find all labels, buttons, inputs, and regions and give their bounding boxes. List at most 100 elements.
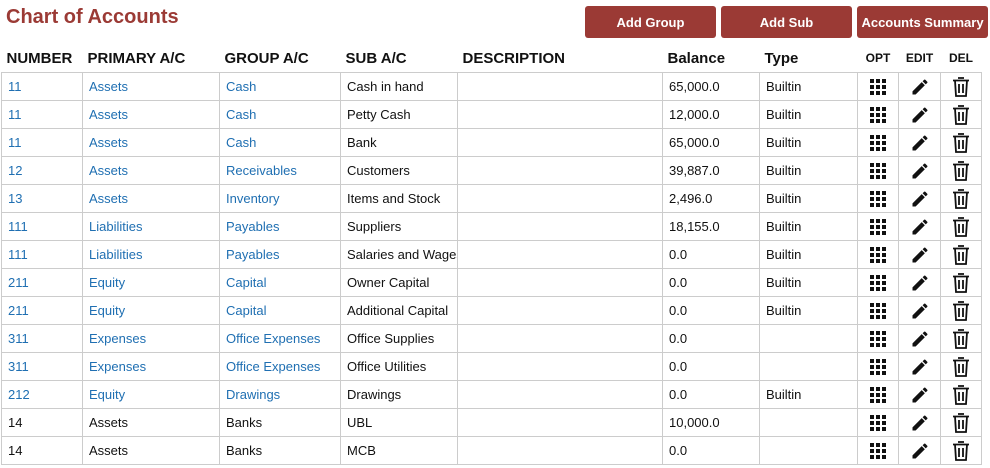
column-header: PRIMARY A/C [82, 44, 220, 73]
group-cell[interactable]: Banks [219, 436, 341, 465]
del-cell [940, 212, 982, 241]
del-icon[interactable] [951, 328, 971, 350]
group-cell[interactable]: Office Expenses [219, 352, 341, 381]
del-cell [940, 128, 982, 157]
del-icon[interactable] [951, 216, 971, 238]
edit-icon[interactable] [910, 301, 930, 321]
number-cell[interactable]: 111 [1, 240, 83, 269]
number-cell[interactable]: 311 [1, 352, 83, 381]
edit-icon[interactable] [910, 133, 930, 153]
primary-cell[interactable]: Liabilities [82, 212, 220, 241]
del-icon[interactable] [951, 384, 971, 406]
del-cell [940, 296, 982, 325]
del-cell [940, 240, 982, 269]
opt-icon[interactable] [868, 441, 888, 461]
primary-cell[interactable]: Assets [82, 100, 220, 129]
opt-icon[interactable] [868, 413, 888, 433]
primary-cell[interactable]: Equity [82, 296, 220, 325]
group-cell[interactable]: Capital [219, 268, 341, 297]
opt-icon[interactable] [868, 189, 888, 209]
del-icon[interactable] [951, 272, 971, 294]
edit-icon[interactable] [910, 357, 930, 377]
edit-cell [898, 128, 941, 157]
sub-cell: MCB [340, 436, 458, 465]
del-icon[interactable] [951, 440, 971, 462]
number-cell[interactable]: 311 [1, 324, 83, 353]
del-icon[interactable] [951, 104, 971, 126]
group-cell[interactable]: Capital [219, 296, 341, 325]
del-icon[interactable] [951, 412, 971, 434]
edit-icon[interactable] [910, 273, 930, 293]
opt-icon[interactable] [868, 245, 888, 265]
number-cell[interactable]: 11 [1, 100, 83, 129]
primary-cell[interactable]: Assets [82, 436, 220, 465]
primary-cell[interactable]: Expenses [82, 324, 220, 353]
number-cell[interactable]: 14 [1, 436, 83, 465]
del-icon[interactable] [951, 132, 971, 154]
description-cell [457, 436, 663, 465]
primary-cell[interactable]: Equity [82, 380, 220, 409]
opt-cell [857, 184, 899, 213]
number-cell[interactable]: 11 [1, 72, 83, 101]
group-cell[interactable]: Cash [219, 100, 341, 129]
group-cell[interactable]: Payables [219, 212, 341, 241]
primary-cell[interactable]: Liabilities [82, 240, 220, 269]
edit-icon[interactable] [910, 245, 930, 265]
number-cell[interactable]: 11 [1, 128, 83, 157]
edit-icon[interactable] [910, 217, 930, 237]
opt-icon[interactable] [868, 357, 888, 377]
accounts-summary-button[interactable]: Accounts Summary [857, 6, 988, 38]
opt-icon[interactable] [868, 329, 888, 349]
primary-cell[interactable]: Expenses [82, 352, 220, 381]
group-cell[interactable]: Office Expenses [219, 324, 341, 353]
primary-cell[interactable]: Equity [82, 268, 220, 297]
group-cell[interactable]: Cash [219, 128, 341, 157]
del-icon[interactable] [951, 160, 971, 182]
del-icon[interactable] [951, 244, 971, 266]
del-icon[interactable] [951, 300, 971, 322]
add-group-button[interactable]: Add Group [585, 6, 716, 38]
number-cell[interactable]: 211 [1, 296, 83, 325]
number-cell[interactable]: 14 [1, 408, 83, 437]
number-cell[interactable]: 211 [1, 268, 83, 297]
edit-icon[interactable] [910, 189, 930, 209]
del-icon[interactable] [951, 356, 971, 378]
opt-icon[interactable] [868, 77, 888, 97]
group-cell[interactable]: Drawings [219, 380, 341, 409]
balance-cell: 10,000.0 [662, 408, 760, 437]
opt-icon[interactable] [868, 133, 888, 153]
number-cell[interactable]: 13 [1, 184, 83, 213]
primary-cell[interactable]: Assets [82, 156, 220, 185]
sub-cell: Customers [340, 156, 458, 185]
edit-icon[interactable] [910, 161, 930, 181]
opt-icon[interactable] [868, 161, 888, 181]
edit-icon[interactable] [910, 329, 930, 349]
balance-cell: 0.0 [662, 380, 760, 409]
group-cell[interactable]: Banks [219, 408, 341, 437]
edit-icon[interactable] [910, 105, 930, 125]
edit-icon[interactable] [910, 413, 930, 433]
primary-cell[interactable]: Assets [82, 408, 220, 437]
group-cell[interactable]: Receivables [219, 156, 341, 185]
opt-icon[interactable] [868, 217, 888, 237]
edit-icon[interactable] [910, 441, 930, 461]
group-cell[interactable]: Payables [219, 240, 341, 269]
del-icon[interactable] [951, 76, 971, 98]
edit-icon[interactable] [910, 385, 930, 405]
opt-icon[interactable] [868, 385, 888, 405]
number-cell[interactable]: 212 [1, 380, 83, 409]
number-cell[interactable]: 12 [1, 156, 83, 185]
number-cell[interactable]: 111 [1, 212, 83, 241]
opt-icon[interactable] [868, 301, 888, 321]
group-cell[interactable]: Inventory [219, 184, 341, 213]
del-icon[interactable] [951, 188, 971, 210]
primary-cell[interactable]: Assets [82, 184, 220, 213]
primary-cell[interactable]: Assets [82, 72, 220, 101]
account-row: 211 Equity Capital Owner Capital 0.0 Builtin [1, 268, 982, 297]
primary-cell[interactable]: Assets [82, 128, 220, 157]
add-sub-button[interactable]: Add Sub [721, 6, 852, 38]
opt-icon[interactable] [868, 273, 888, 293]
edit-icon[interactable] [910, 77, 930, 97]
opt-icon[interactable] [868, 105, 888, 125]
group-cell[interactable]: Cash [219, 72, 341, 101]
